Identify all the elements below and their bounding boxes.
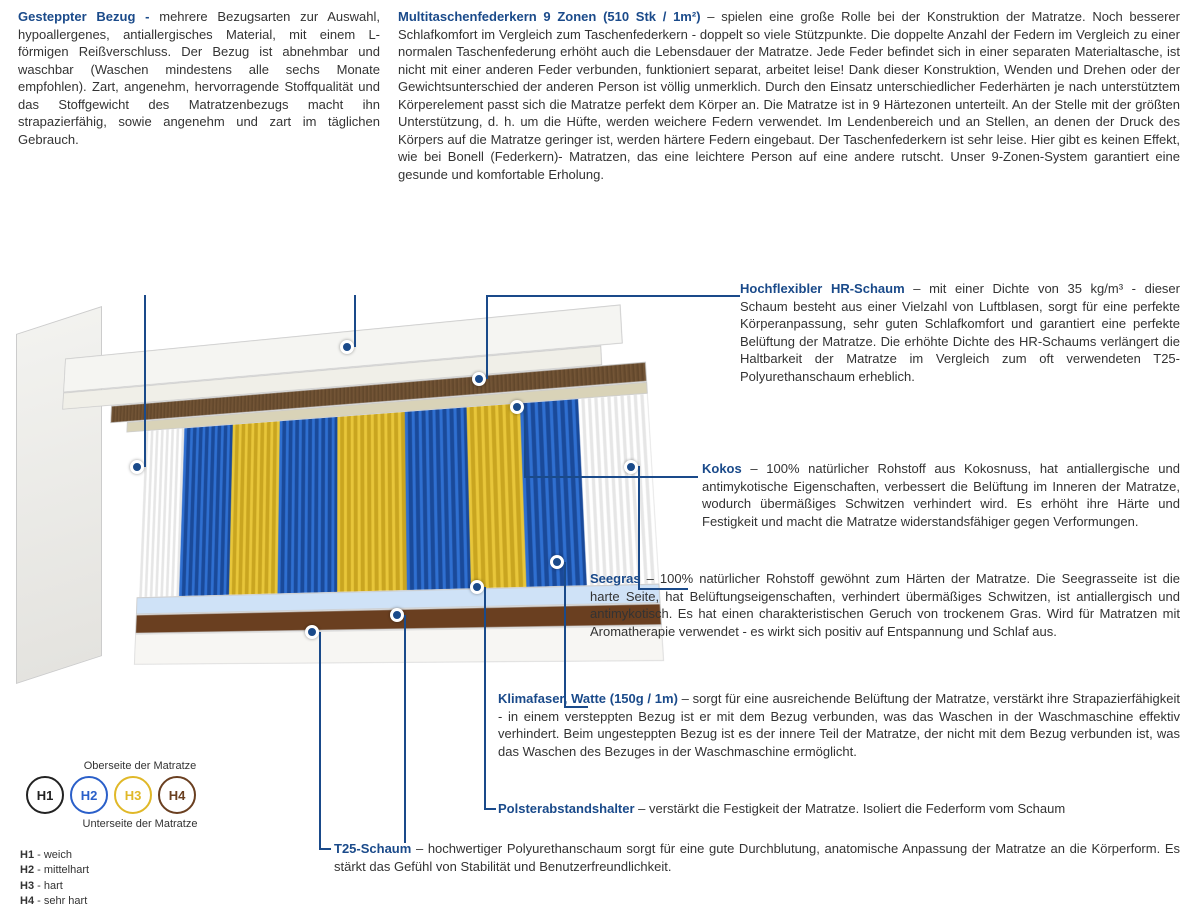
hardness-circle: H3 <box>114 776 152 814</box>
legend-circles: H1H2H3H4 <box>20 776 260 814</box>
hardness-circle: H2 <box>70 776 108 814</box>
leader-line <box>319 632 321 848</box>
leader-line <box>524 406 526 476</box>
leader-line <box>564 562 566 706</box>
spring-zone <box>467 403 527 588</box>
callout-marker <box>470 580 484 594</box>
callout-marker <box>472 372 486 386</box>
spring-zone <box>337 412 407 592</box>
spring-zone <box>405 407 471 590</box>
callout-marker <box>340 340 354 354</box>
hardness-legend: Oberseite der Matratze H1H2H3H4 Untersei… <box>20 760 260 910</box>
hardness-circle: H1 <box>26 776 64 814</box>
spring-zone <box>578 394 659 586</box>
layer-description: Klimafaser, Watte (150g / 1m) – sorgt fü… <box>498 690 1180 760</box>
layer-description-title: Hochflexibler HR-Schaum <box>740 281 905 296</box>
diagram-area: Hochflexibler HR-Schaum – mit einer Dich… <box>0 280 1200 910</box>
text-gesteppter-bezug: mehrere Bezugsarten zur Auswahl, hypoall… <box>18 9 380 147</box>
spring-zone <box>278 417 338 594</box>
top-right-column: Multitaschenfederkern 9 Zonen (510 Stk /… <box>398 8 1180 183</box>
callout-marker <box>624 460 638 474</box>
layer-description-text: – hochwertiger Polyurethanschaum sorgt f… <box>334 841 1180 874</box>
layer-description-title: Polsterabstandshalter <box>498 801 635 816</box>
mattress-stage <box>43 299 706 751</box>
mattress-diagram <box>20 320 670 740</box>
leader-line <box>486 295 488 379</box>
hardness-circle: H4 <box>158 776 196 814</box>
layer-description: Polsterabstandshalter – verstärkt die Fe… <box>498 800 1180 818</box>
heading-gesteppter-bezug: Gesteppter Bezug - <box>18 9 149 24</box>
leader-line <box>319 848 331 850</box>
leader-line <box>354 295 356 347</box>
callout-marker <box>550 555 564 569</box>
layer-description-title: Kokos <box>702 461 742 476</box>
heading-multitaschenfederkern: Multitaschenfederkern 9 Zonen (510 Stk /… <box>398 9 701 24</box>
callout-marker <box>130 460 144 474</box>
callout-marker <box>510 400 524 414</box>
top-left-column: Gesteppter Bezug - mehrere Bezugsarten z… <box>18 8 380 183</box>
legend-row: H4 - sehr hart <box>20 894 260 909</box>
legend-row: H2 - mittelhart <box>20 863 260 878</box>
callout-marker <box>305 625 319 639</box>
spring-zone <box>179 425 233 596</box>
layer-description: Kokos – 100% natürlicher Rohstoff aus Ko… <box>702 460 1180 530</box>
leader-line <box>484 808 496 810</box>
layer-description: Hochflexibler HR-Schaum – mit einer Dich… <box>740 280 1180 385</box>
layer-description-text: – 100% natürlicher Rohstoff gewöhnt zum … <box>590 571 1180 639</box>
text-multitaschenfederkern: – spielen eine große Rolle bei der Konst… <box>398 9 1180 182</box>
legend-top-label: Oberseite der Matratze <box>20 760 260 772</box>
legend-list: H1 - weichH2 - mittelhartH3 - hartH4 - s… <box>20 848 260 910</box>
layer-description-title: Seegras <box>590 571 641 586</box>
top-text-row: Gesteppter Bezug - mehrere Bezugsarten z… <box>0 0 1200 183</box>
leader-line <box>524 476 698 478</box>
layer-description: T25-Schaum – hochwertiger Polyurethansch… <box>334 840 1180 875</box>
callout-marker <box>390 608 404 622</box>
legend-row: H1 - weich <box>20 848 260 863</box>
legend-bottom-label: Unterseite der Matratze <box>20 818 260 830</box>
layer-description-text: – mit einer Dichte von 35 kg/m³ - dieser… <box>740 281 1180 384</box>
layer-description-text: – verstärkt die Festigkeit der Matratze.… <box>635 801 1066 816</box>
layer-description: Seegras – 100% natürlicher Rohstoff gewö… <box>590 570 1180 640</box>
leader-line <box>404 615 406 843</box>
layer-description-text: – 100% natürlicher Rohstoff aus Kokosnus… <box>702 461 1180 529</box>
leader-line <box>484 587 486 808</box>
layer-description-title: T25-Schaum <box>334 841 411 856</box>
legend-row: H3 - hart <box>20 879 260 894</box>
leader-line <box>486 295 740 297</box>
spring-zone <box>229 421 280 595</box>
leader-line <box>144 295 146 467</box>
layer-description-title: Klimafaser, Watte (150g / 1m) <box>498 691 678 706</box>
